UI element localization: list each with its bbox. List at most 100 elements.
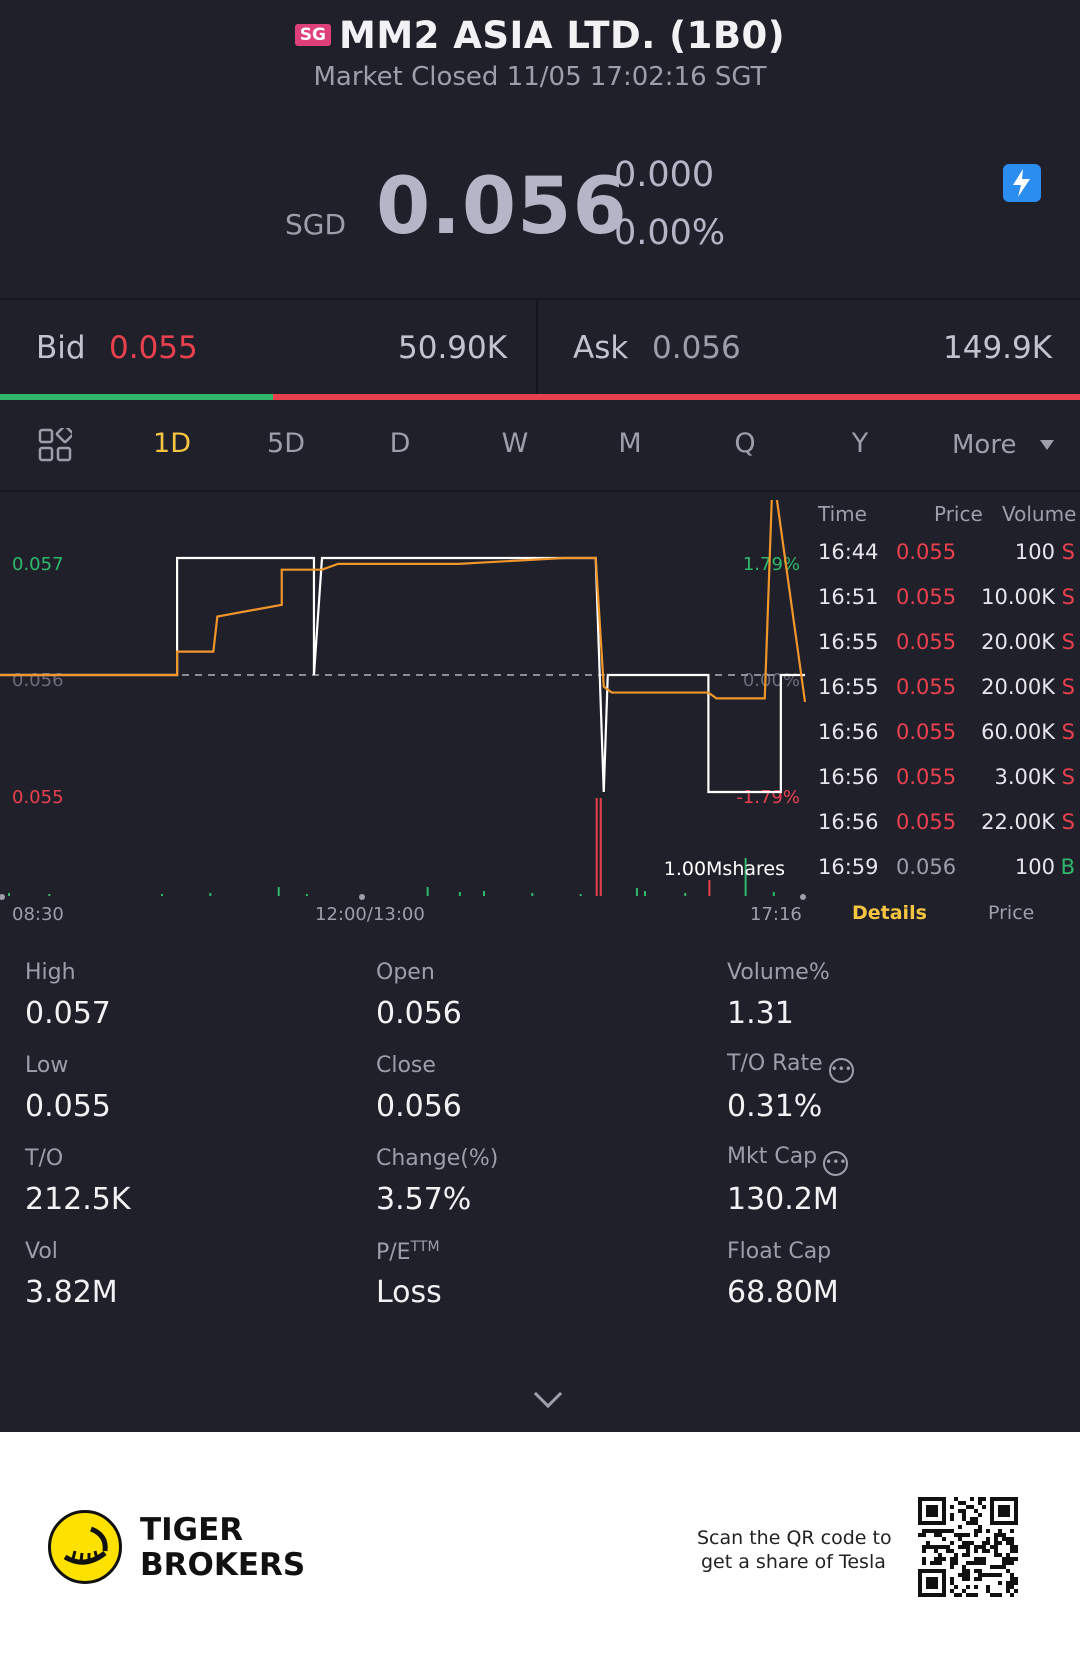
- last-price: 0.056: [376, 162, 628, 252]
- y-axis-top-label: 0.057: [12, 554, 64, 575]
- tab-m[interactable]: M: [618, 428, 642, 459]
- stat-close-value: 0.056: [376, 1089, 462, 1124]
- currency-label: SGD: [285, 208, 347, 241]
- trade-time: 16:44: [818, 540, 879, 564]
- market-badge: SG: [294, 24, 331, 46]
- tab-d[interactable]: D: [389, 428, 411, 459]
- stat-high-value: 0.057: [25, 996, 111, 1031]
- tab-q[interactable]: Q: [734, 428, 756, 459]
- pct-top-label: 1.79%: [743, 554, 800, 575]
- volume-bar: [744, 858, 747, 896]
- trade-side: S: [1061, 675, 1075, 699]
- trade-volume: 20.00K: [981, 630, 1055, 654]
- axis-dot: [0, 894, 5, 900]
- tab-5d[interactable]: 5D: [267, 428, 305, 459]
- share-footer: [0, 1432, 1080, 1662]
- pct-bottom-label: -1.79%: [736, 787, 800, 808]
- trade-row: 16:44 0.055 100 S: [818, 540, 1080, 585]
- more-tab[interactable]: More: [952, 430, 1017, 460]
- stat-open-value: 0.056: [376, 996, 462, 1031]
- volume-bar: [772, 892, 775, 896]
- axis-dot: [800, 894, 806, 900]
- stat-low-label: Low: [25, 1053, 69, 1078]
- trade-row: 16:55 0.055 20.00K S: [818, 675, 1080, 720]
- layout-grid-icon[interactable]: [38, 428, 72, 462]
- volume-bar: [635, 888, 638, 896]
- volume-bar: [708, 880, 711, 896]
- tab-1d[interactable]: 1D: [153, 428, 191, 459]
- trade-side: B: [1060, 855, 1075, 879]
- trade-volume: 100: [1014, 540, 1055, 564]
- title-row: SG MM2 ASIA LTD. (1B0): [0, 14, 1080, 57]
- trade-price: 0.055: [896, 630, 957, 654]
- trades-header-volume: Volume: [1002, 502, 1077, 526]
- tab-w[interactable]: W: [501, 428, 529, 459]
- volume-bars: [8, 798, 775, 896]
- stat-volume-pct-label: Volume%: [727, 960, 830, 985]
- chevron-down-icon[interactable]: [533, 1379, 563, 1409]
- brand-name-line1: TIGER: [140, 1512, 244, 1548]
- stat-low-value: 0.055: [25, 1089, 111, 1124]
- volume-bar: [305, 894, 308, 896]
- trade-row: 16:56 0.055 22.00K S: [818, 810, 1080, 855]
- average-price-line: [0, 500, 807, 703]
- brand-name-line2: BROKERS: [140, 1547, 306, 1583]
- trade-time: 16:56: [818, 765, 879, 789]
- stat-to-rate-row: T/O Rate •••: [727, 1051, 854, 1083]
- qr-code-icon[interactable]: [918, 1497, 1018, 1597]
- bid-volume: 50.90K: [398, 330, 508, 366]
- trade-price: 0.055: [896, 540, 957, 564]
- trade-price: 0.056: [896, 855, 957, 879]
- volume-bar: [644, 891, 646, 896]
- volume-bar: [8, 893, 11, 896]
- price-change-percent: 0.00%: [614, 213, 726, 253]
- ask-price: 0.056: [652, 330, 741, 366]
- qr-caption-line1: Scan the QR code to: [697, 1527, 892, 1549]
- tab-y[interactable]: Y: [851, 428, 869, 459]
- intraday-chart[interactable]: 0.057 0.056 0.055 1.79% 0.00% -1.79% 1.0…: [0, 500, 810, 900]
- trades-header-price: Price: [934, 502, 983, 526]
- stat-pe-label: P/E: [376, 1240, 411, 1265]
- details-tab[interactable]: Details: [852, 902, 927, 924]
- bid-ratio-bar: [0, 394, 274, 400]
- price-line: [0, 556, 805, 794]
- market-status: Market Closed 11/05 17:02:16 SGT: [313, 62, 767, 92]
- volume-bar: [483, 891, 485, 896]
- volume-bar: [458, 892, 461, 896]
- trade-price: 0.055: [896, 675, 957, 699]
- ask-ratio-bar: [273, 394, 1080, 400]
- lightning-icon[interactable]: [1003, 164, 1041, 202]
- trade-row: 16:51 0.055 10.00K S: [818, 585, 1080, 630]
- trade-volume: 10.00K: [981, 585, 1055, 609]
- price-tab[interactable]: Price: [988, 902, 1035, 924]
- more-info-icon[interactable]: •••: [828, 1058, 854, 1083]
- more-info-icon[interactable]: •••: [823, 1151, 849, 1176]
- trade-side: S: [1061, 585, 1075, 609]
- stat-change-label: Change(%): [376, 1146, 499, 1171]
- tiger-logo-icon: [48, 1510, 122, 1584]
- stat-change-value: 3.57%: [376, 1182, 472, 1217]
- stat-mkt-cap-label: Mkt Cap: [727, 1144, 818, 1169]
- divider: [0, 298, 1080, 300]
- x-axis-end-label: 17:16: [750, 904, 802, 925]
- trade-time: 16:55: [818, 675, 879, 699]
- volume-bar: [277, 887, 280, 896]
- trade-side: S: [1061, 540, 1075, 564]
- stat-turnover-label: T/O: [25, 1146, 64, 1171]
- trade-side: S: [1061, 630, 1075, 654]
- trade-time: 16:55: [818, 630, 879, 654]
- stat-to-rate-label: T/O Rate: [727, 1051, 823, 1076]
- volume-bar: [209, 893, 212, 896]
- x-axis-mid-label: 12:00/13:00: [315, 904, 425, 925]
- caret-down-icon[interactable]: [1040, 440, 1054, 450]
- trade-volume: 60.00K: [981, 720, 1055, 744]
- ask-volume: 149.9K: [943, 330, 1053, 366]
- divider: [0, 490, 1080, 492]
- trade-time: 16:56: [818, 720, 879, 744]
- bid-price: 0.055: [109, 330, 198, 366]
- trade-side: S: [1061, 810, 1075, 834]
- ask-label: Ask: [573, 330, 629, 366]
- trades-header-time: Time: [818, 502, 867, 526]
- stat-vol-value: 3.82M: [25, 1275, 118, 1310]
- volume-bar: [48, 894, 51, 896]
